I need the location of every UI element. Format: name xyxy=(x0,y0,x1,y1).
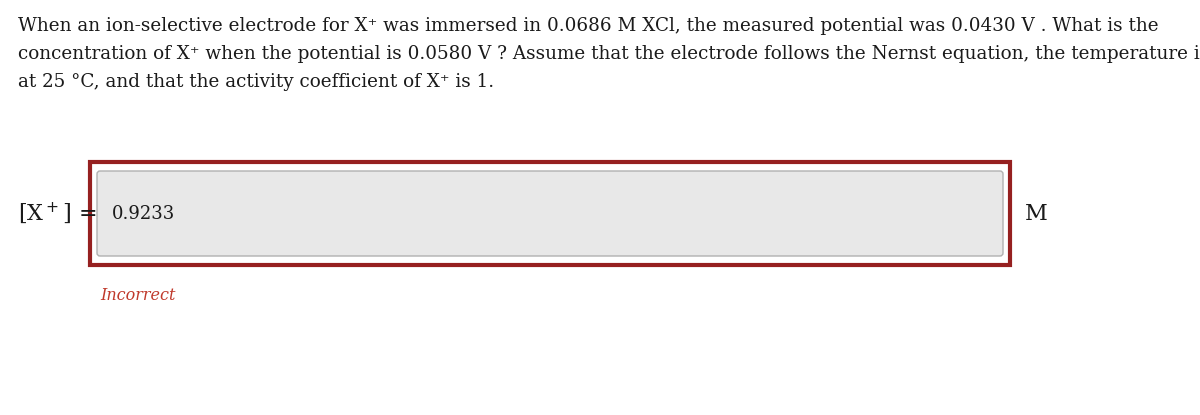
Text: M: M xyxy=(1025,203,1048,225)
Text: at 25 °C, and that the activity coefficient of X⁺ is 1.: at 25 °C, and that the activity coeffici… xyxy=(18,73,494,91)
Text: When an ion-selective electrode for X⁺ was immersed in 0.0686 M XCl, the measure: When an ion-selective electrode for X⁺ w… xyxy=(18,17,1159,35)
Text: [X$^+$] =: [X$^+$] = xyxy=(18,201,96,226)
Text: concentration of X⁺ when the potential is 0.0580 V ? Assume that the electrode f: concentration of X⁺ when the potential i… xyxy=(18,45,1200,63)
Text: Incorrect: Incorrect xyxy=(100,287,175,304)
Bar xyxy=(90,162,1010,265)
FancyBboxPatch shape xyxy=(97,171,1003,256)
Text: 0.9233: 0.9233 xyxy=(112,205,175,222)
